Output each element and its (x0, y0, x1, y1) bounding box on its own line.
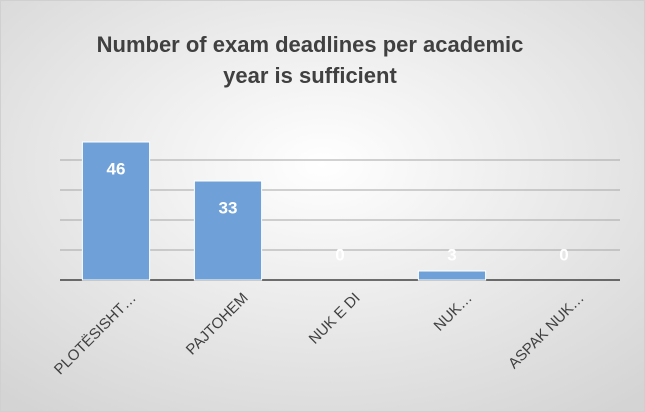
bar (193, 180, 263, 281)
bar (81, 141, 151, 281)
data-label: 33 (219, 198, 238, 217)
data-label: 0 (559, 245, 568, 264)
data-label: 0 (335, 245, 344, 264)
chart-title: Number of exam deadlines per academic (97, 32, 524, 57)
bar (417, 270, 487, 281)
chart-title: year is sufficient (223, 63, 397, 88)
data-label: 46 (107, 159, 126, 178)
data-label: 3 (447, 245, 456, 264)
